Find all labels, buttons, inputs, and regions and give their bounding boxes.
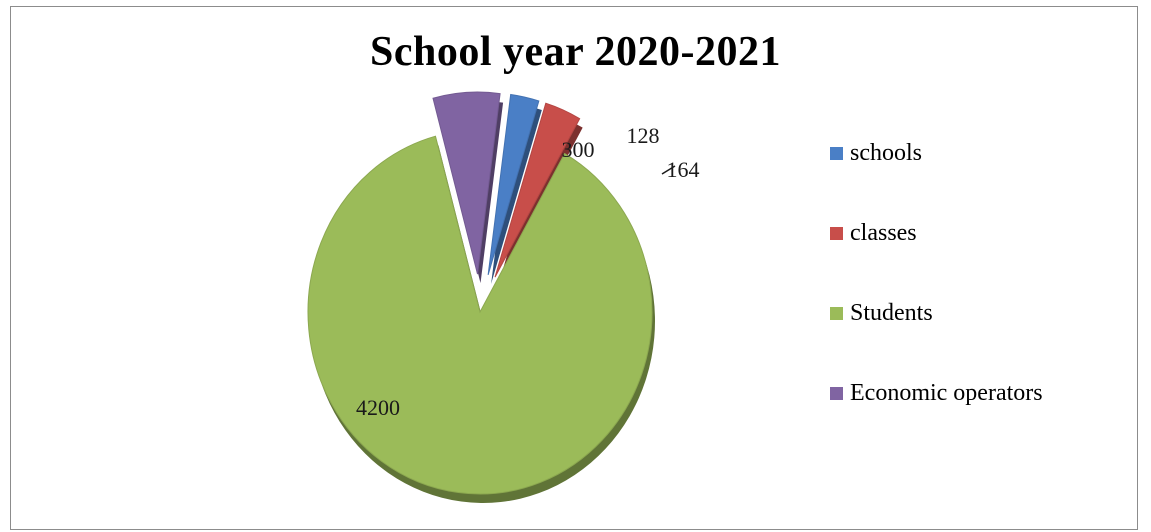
data-label-economic-operators: 300	[562, 137, 595, 162]
data-labels: 300 128 164 4200	[356, 123, 700, 420]
slice-schools	[487, 93, 540, 276]
legend-item-students: Students	[830, 300, 933, 327]
legend-label-schools: schools	[850, 140, 922, 166]
legend-item-schools: schools	[830, 140, 922, 167]
slice-shadow-schools	[491, 103, 542, 284]
data-label-students: 4200	[356, 395, 400, 420]
legend-swatch-students	[830, 307, 843, 320]
leader-line-classes	[661, 165, 676, 175]
slice-students	[307, 135, 653, 495]
pie-slices	[307, 91, 653, 495]
legend-label-economic-operators: Economic operators	[850, 380, 1043, 406]
slice-classes	[494, 102, 581, 278]
legend-label-classes: classes	[850, 220, 917, 246]
legend-item-economic-operators: Economic operators	[830, 380, 1043, 407]
legend-swatch-classes	[830, 227, 843, 240]
data-label-schools: 128	[627, 123, 660, 148]
leader-lines	[661, 165, 676, 175]
legend-label-students: Students	[850, 300, 933, 326]
legend-item-classes: classes	[830, 220, 917, 247]
chart-title: School year 2020-2021	[369, 29, 782, 75]
legend-swatch-schools	[830, 147, 843, 160]
legend-swatch-economic-operators	[830, 387, 843, 400]
data-label-classes: 164	[667, 157, 700, 182]
slice-economic-operators	[432, 91, 501, 275]
